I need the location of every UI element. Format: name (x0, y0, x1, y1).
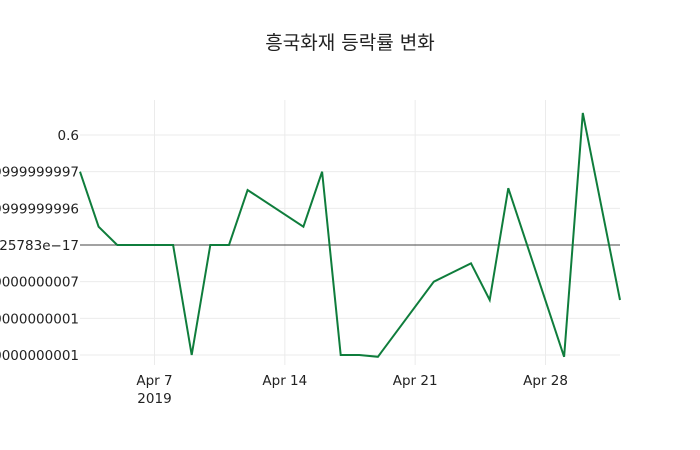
x-tick-label: Apr 7 (136, 373, 172, 389)
gridlines (80, 100, 620, 365)
y-tick-label: −0.4000000000000001 (0, 311, 79, 327)
y-tick-label: −0.2000000000000007 (0, 275, 79, 291)
x-tick-label: Apr 14 (262, 373, 307, 389)
x-axis: Apr 7 2019 Apr 14 Apr 21 Apr 28 (136, 373, 568, 407)
y-tick-label: 0.1999999999999996 (0, 201, 79, 217)
y-tick-label: 5.551115123125783e−17 (0, 238, 79, 254)
y-tick-label: −0.6000000000000001 (0, 348, 79, 364)
x-tick-label: Apr 28 (523, 373, 568, 389)
series-line (79, 112, 621, 358)
y-tick-label: 0.3999999999999997 (0, 165, 79, 181)
y-axis: 0.6 0.3999999999999997 0.1999999999999996 5… (0, 128, 79, 364)
chart-title: 흥국화재 등락률 변화 (265, 32, 435, 54)
x-tick-year-label: 2019 (137, 391, 171, 407)
y-tick-label: 0.6 (58, 128, 79, 144)
x-tick-label: Apr 21 (393, 373, 438, 389)
